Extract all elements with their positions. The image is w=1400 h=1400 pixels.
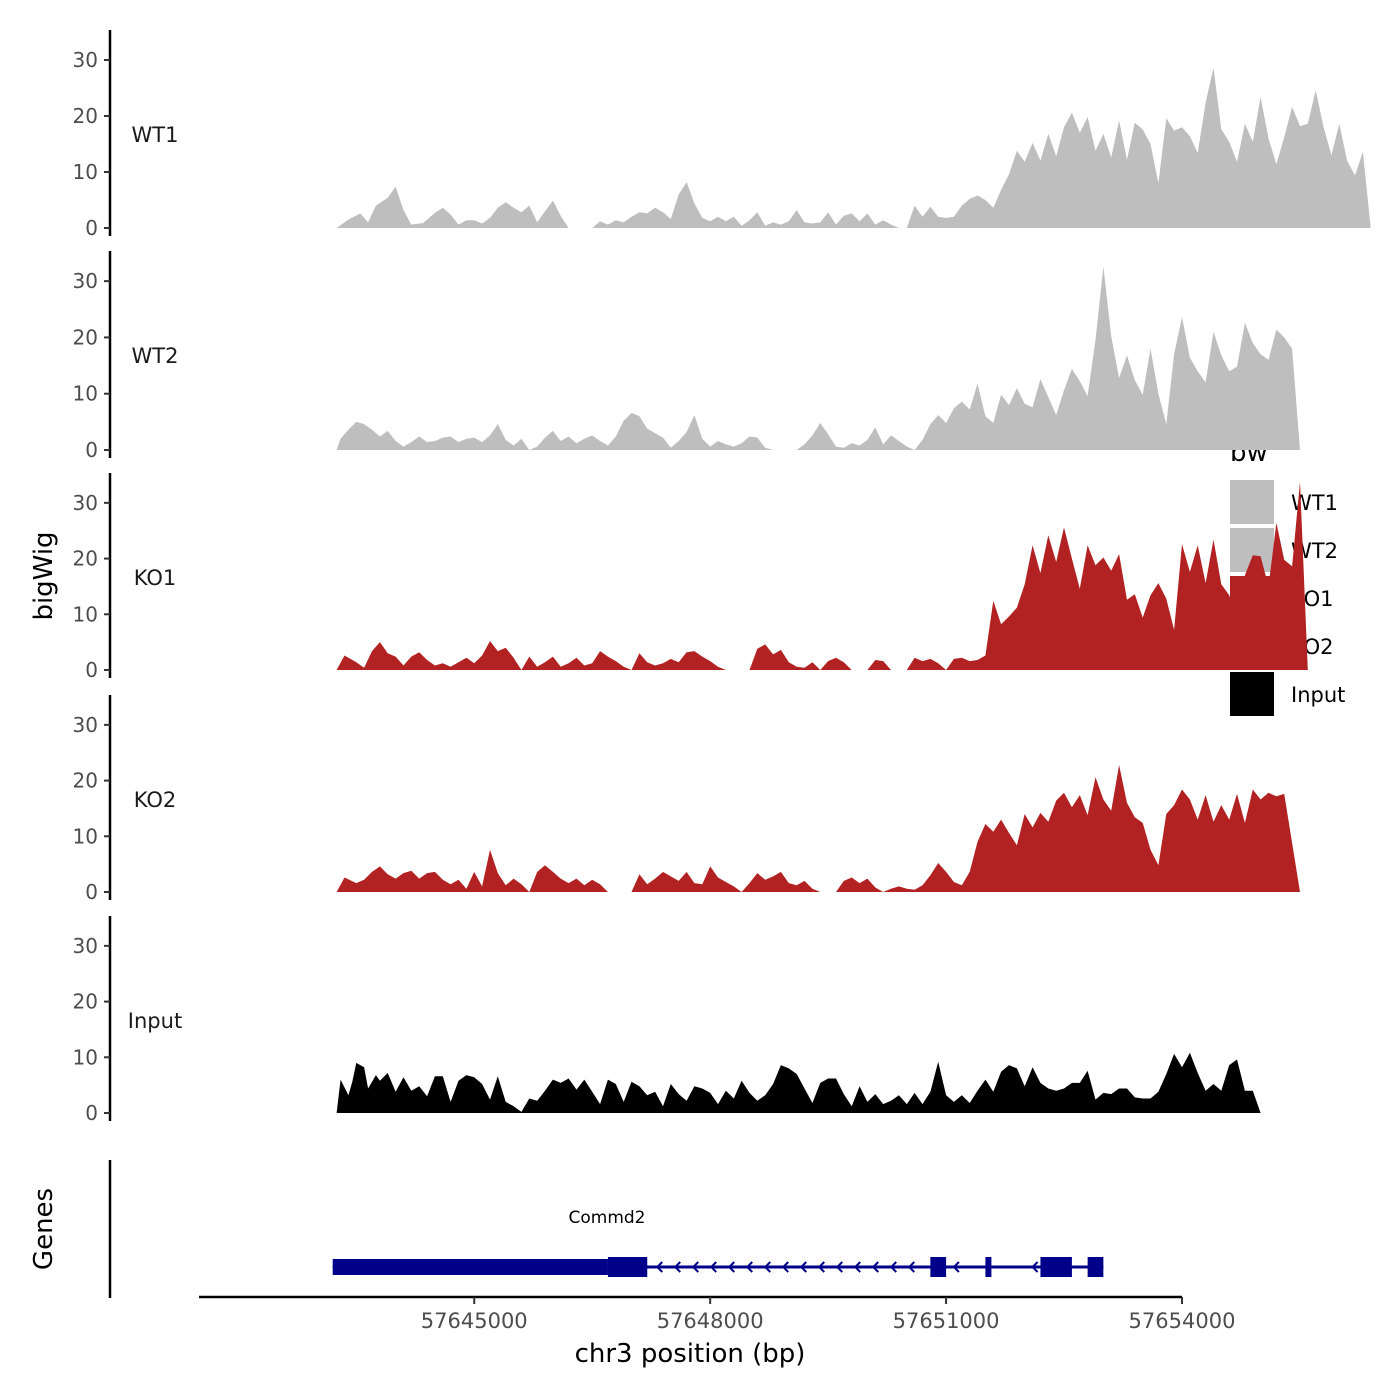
- strand-arrow: [835, 1261, 843, 1273]
- strand-arrow: [727, 1261, 735, 1273]
- strand-arrow: [655, 1261, 663, 1273]
- x-axis-title: chr3 position (bp): [575, 1339, 806, 1369]
- track-label-wt1: WT1: [132, 123, 179, 147]
- strand-arrow: [853, 1261, 861, 1273]
- track-ko1: 0 10 20 30 KO1: [73, 473, 1308, 682]
- gene-track: Commd2: [108, 1160, 1104, 1298]
- area-input: [336, 1052, 1261, 1113]
- legend-label-input: Input: [1291, 683, 1345, 707]
- strand-arrow: [1031, 1261, 1039, 1273]
- x-tick-label: 57648000: [657, 1309, 764, 1333]
- y-tick-label: 30: [73, 48, 98, 72]
- strand-arrow: [889, 1261, 897, 1273]
- gene-name-label: Commd2: [569, 1208, 646, 1228]
- strand-arrow: [907, 1261, 915, 1273]
- strand-arrow: [709, 1261, 717, 1273]
- area-wt2: [336, 266, 1301, 450]
- gene-exon: [985, 1257, 992, 1277]
- area-ko2: [336, 765, 1301, 892]
- x-axis: 57645000 57648000 57651000 57654000: [199, 1295, 1236, 1333]
- genes-track-title: Genes: [29, 1188, 59, 1270]
- y-tick-label: 10: [73, 382, 98, 406]
- strand-arrow: [781, 1261, 789, 1273]
- y-tick-label: 20: [73, 104, 98, 128]
- strand-arrow: [673, 1261, 681, 1273]
- y-tick-label: 20: [73, 325, 98, 349]
- track-label-wt2: WT2: [132, 344, 179, 368]
- gene-model: [332, 1257, 1104, 1277]
- x-tick-label: 57645000: [421, 1309, 528, 1333]
- y-tick-label: 20: [73, 990, 98, 1014]
- signal-tracks: 0 10 20 30 WT1 0 10 20 30 WT2 0 10 20 30 KO1 0 10 20 30 KO2…: [73, 30, 1371, 1125]
- y-tick-label: 0: [85, 438, 98, 462]
- y-tick-label: 30: [73, 491, 98, 515]
- track-wt2: 0 10 20 30 WT2: [73, 251, 1301, 462]
- track-label-input: Input: [128, 1009, 182, 1033]
- track-label-ko1: KO1: [134, 566, 177, 590]
- track-label-ko2: KO2: [134, 788, 177, 812]
- gene-exon: [1087, 1257, 1104, 1277]
- strand-arrow: [745, 1261, 753, 1273]
- legend-swatch-input: [1230, 672, 1274, 716]
- gene-exon: [930, 1257, 947, 1277]
- gene-exon: [332, 1259, 608, 1275]
- track-ko2: 0 10 20 30 KO2: [73, 695, 1301, 904]
- y-tick-label: 30: [73, 713, 98, 737]
- strand-arrow: [691, 1261, 699, 1273]
- y-tick-label: 0: [85, 658, 98, 682]
- strand-arrow: [817, 1261, 825, 1273]
- gene-start-arrow: [332, 1261, 339, 1273]
- area-wt1: [336, 67, 1371, 228]
- strand-arrow: [952, 1261, 960, 1273]
- y-tick-label: 10: [73, 602, 98, 626]
- area-ko1: [336, 481, 1308, 670]
- x-tick-label: 57651000: [893, 1309, 1000, 1333]
- track-input: 0 10 20 30 Input: [73, 916, 1261, 1125]
- y-tick-label: 10: [73, 824, 98, 848]
- y-tick-label: 20: [73, 769, 98, 793]
- strand-arrow: [799, 1261, 807, 1273]
- strand-arrow: [871, 1261, 879, 1273]
- y-tick-label: 0: [85, 216, 98, 240]
- y-tick-label: 0: [85, 1101, 98, 1125]
- y-tick-label: 30: [73, 934, 98, 958]
- x-tick-label: 57654000: [1129, 1309, 1236, 1333]
- y-tick-label: 30: [73, 269, 98, 293]
- gene-exon: [607, 1257, 648, 1277]
- y-tick-label: 20: [73, 547, 98, 571]
- y-tick-label: 10: [73, 160, 98, 184]
- gene-exon: [1040, 1257, 1072, 1277]
- strand-arrow: [763, 1261, 771, 1273]
- legend-swatch-wt1: [1230, 480, 1274, 524]
- y-tick-label: 0: [85, 880, 98, 904]
- y-tick-label: 10: [73, 1045, 98, 1069]
- track-wt1: 0 10 20 30 WT1: [73, 30, 1371, 240]
- y-axis-title: bigWig: [29, 531, 59, 620]
